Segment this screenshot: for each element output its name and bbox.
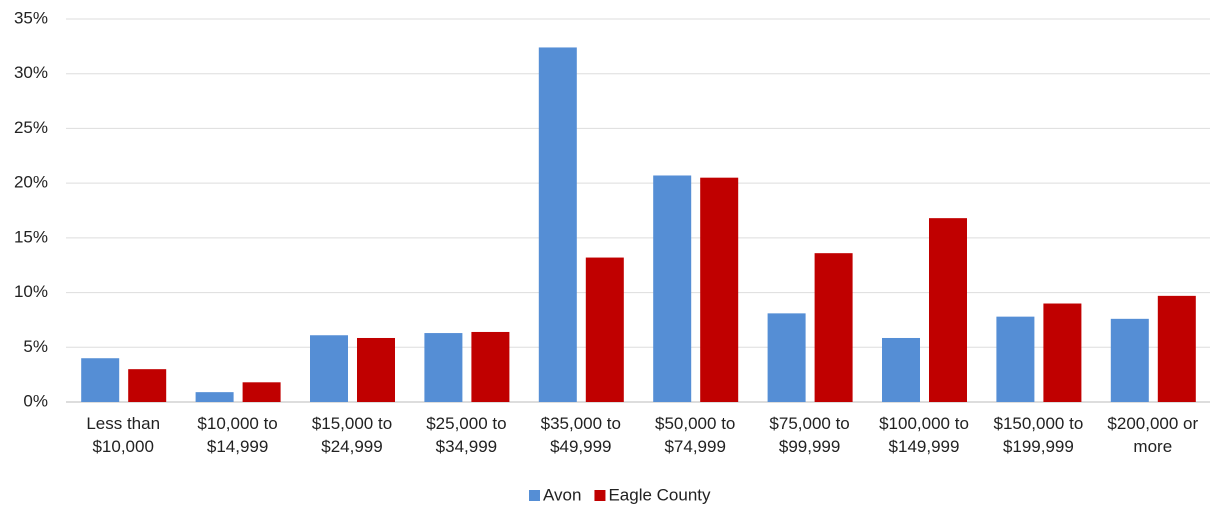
y-tick-label: 35% — [14, 8, 48, 27]
x-tick-label: $75,000 to $99,999 — [769, 414, 849, 456]
bar — [424, 333, 463, 402]
y-tick-label: 15% — [14, 227, 48, 246]
x-tick-label: $10,000 to $14,999 — [197, 414, 277, 456]
bar — [767, 313, 806, 402]
x-tick-label: $25,000 to $34,999 — [426, 414, 506, 456]
legend-swatch — [529, 490, 540, 501]
bar — [882, 337, 920, 402]
y-tick-label: 5% — [23, 337, 48, 356]
x-tick-label: $50,000 to $74,999 — [655, 414, 735, 456]
x-tick-label: $150,000 to $199,999 — [993, 414, 1083, 456]
bar — [81, 358, 120, 402]
bar — [1157, 295, 1196, 402]
bar — [128, 369, 167, 402]
bar — [357, 337, 395, 402]
bar — [242, 382, 281, 402]
bar — [700, 177, 739, 402]
legend-label: Eagle County — [608, 485, 711, 504]
x-tick-label: Less than $10,000 — [86, 414, 160, 456]
bar — [538, 47, 577, 403]
y-tick-label: 0% — [23, 391, 48, 410]
bar — [653, 175, 692, 402]
y-tick-label: 20% — [14, 173, 48, 192]
y-tick-label: 30% — [14, 63, 48, 82]
bar — [929, 218, 967, 402]
x-tick-label: $200,000 or more — [1107, 414, 1198, 456]
legend-swatch — [594, 490, 606, 501]
bar — [471, 331, 510, 402]
x-tick-label: $35,000 to $49,999 — [541, 414, 621, 456]
bar — [585, 257, 624, 402]
bar — [996, 316, 1035, 402]
y-tick-label: 25% — [14, 118, 48, 137]
bar — [814, 253, 853, 402]
bar — [1043, 303, 1082, 402]
bar — [1110, 318, 1149, 402]
x-tick-label: $15,000 to $24,999 — [312, 414, 392, 456]
y-tick-label: 10% — [14, 282, 48, 301]
bar — [310, 335, 348, 402]
x-tick-label: $100,000 to $149,999 — [879, 414, 969, 456]
legend-label: Avon — [543, 485, 581, 504]
bar — [195, 392, 234, 402]
